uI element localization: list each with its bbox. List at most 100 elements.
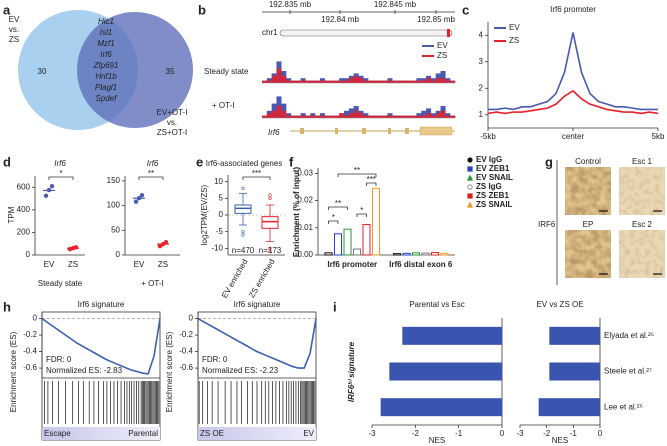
phenotype-label: ZS OE [200,429,224,438]
coverage-bin [397,115,403,118]
coverage-bin [416,80,422,83]
y-tick-label: 4 [479,30,484,39]
bar [324,252,333,256]
significance-label: ** [335,199,341,208]
x-tick-label: EV [134,260,145,269]
y-tick-label: 0 [33,314,38,323]
y-tick-label: 1 [479,110,484,119]
coverage-bin [377,115,383,118]
exon [405,128,409,134]
y-axis-label: Enrichment (% of input) [292,167,301,258]
coverage-bin [329,115,335,118]
significance-label: * [332,213,335,222]
panel-letter: g [545,154,553,169]
gene-name: Mzf1 [97,39,114,48]
legend-marker [467,157,473,163]
data-point [43,193,49,198]
coverage-bin [450,80,456,83]
x-tick-label: EV enriched [220,258,250,300]
side-label: IRF6 [538,220,556,229]
legend-marker [466,201,474,208]
legend-label: ZS SNAIL [476,200,513,209]
y-axis-label: log2TPM(EV/ZS) [200,184,209,245]
venn-count: 35 [166,67,175,76]
significance-bracket [48,176,74,180]
legend-label: ZS ZEB1 [476,191,509,200]
y-tick-label: 10 [214,177,223,186]
coverage-bin [445,80,451,83]
y-axis-label: IRF6ʰⁱ signature [347,341,356,402]
y-tick-label: 0.03 [297,169,313,178]
legend-label: EV ZEB1 [476,164,510,173]
n-label: n=173 [259,246,282,255]
outlier [241,233,245,237]
exon [419,126,453,136]
coverage-bin [368,80,374,83]
panel-title: Irf6 signature [234,300,281,309]
panel-letter: h [3,299,11,314]
coverage-bin [286,115,292,118]
x-tick-label: -1 [570,429,578,438]
scale-label: 192.845 mb [374,0,417,9]
y-axis-label: Enrichment score (ES) [165,331,174,412]
coverage-bin [353,75,359,83]
y-tick-label: 2 [479,83,484,92]
coverage-bin [295,115,301,118]
coverage-bin [344,110,350,118]
image-texture [619,167,665,215]
coverage-bin [387,115,393,118]
image-label: Control [575,157,601,166]
y-tick-label: -0.2 [179,330,193,339]
outlier [241,186,245,190]
significance-label: ** [354,166,360,175]
panel-letter: f [289,154,294,169]
coverage-bin [262,80,268,83]
phenotype-band [198,427,316,440]
y-tick-label: -0.6 [23,363,37,372]
venn-label: vs. [9,25,19,34]
venn-label: EV [9,15,20,24]
legend-label: EV SNAIL [476,173,513,182]
coverage-bin [315,80,321,83]
x-tick-label: -3 [516,429,524,438]
bar [372,187,380,256]
bar [393,253,401,256]
y-tick-label: 100 [107,201,121,210]
exon [362,128,366,134]
coverage-bin [295,80,301,83]
coverage-bin [262,115,268,118]
gene-name: Hnf1b [95,72,117,81]
panel-title: EV vs ZS OE [536,300,583,309]
coverage-bin [319,80,325,83]
coverage-bin [281,110,287,118]
coverage-bin [310,115,316,118]
panel-title: Irf6 [147,159,159,168]
significance-label: * [59,169,62,178]
coverage-bin [348,113,354,118]
coverage-bin [440,110,446,118]
image-texture [619,230,665,278]
legend-label: ZS [509,36,519,45]
data-point [163,239,169,245]
image-label: EP [583,220,594,229]
significance-bracket [328,206,348,210]
coverage-bin [339,80,345,83]
image-texture [565,167,611,215]
coverage-bin [290,115,296,118]
panel-letter: i [333,299,337,314]
panel-letter: d [3,154,11,169]
coverage-bin [421,115,427,118]
coverage-bin [372,80,378,83]
y-axis-label: TPM [7,206,16,223]
coverage-bin [276,106,282,118]
coverage-bin [397,80,403,83]
scale-label: 192.85 mb [417,15,455,24]
x-tick-label: ZS [68,260,78,269]
coverage-bin [266,80,272,83]
coverage-bin [344,80,350,83]
coverage-bin [315,115,321,118]
box [234,204,252,214]
coverage-bin [421,110,427,118]
bar [362,224,371,256]
